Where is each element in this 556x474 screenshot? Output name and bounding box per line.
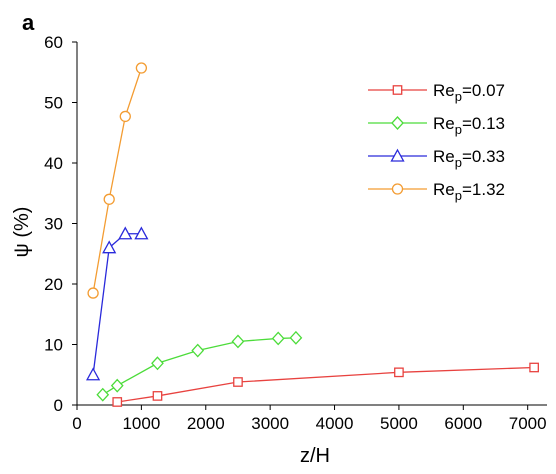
legend-entry-3: Rep=1.32 [368,180,505,203]
legend-entry-2: Rep=0.33 [368,147,505,170]
series-1-point-3 [191,343,205,358]
legend-label-value-2: =0.33 [462,147,505,166]
y-tick-label-2: 20 [44,275,63,294]
series-1-point-0 [96,387,110,402]
series-3-point-1 [103,193,115,205]
series-3 [87,62,148,299]
legend-entry-0: Rep=0.07 [368,81,505,104]
series-2-point-0 [86,367,101,381]
legend-label-base-2: Re [433,147,455,166]
x-tick-label-2: 2000 [187,414,225,433]
legend-label-base-3: Re [433,180,455,199]
x-tick-label-1: 1000 [122,414,160,433]
y-tick-label-3: 30 [44,215,63,234]
series-0-point-1 [152,391,163,401]
x-tick-label-4: 4000 [316,414,354,433]
series-0-point-2 [233,377,243,387]
series-1-point-1 [110,378,124,393]
legend-label-sub-1: p [455,122,462,137]
series-1-point-2 [151,356,164,371]
plot-area [86,62,539,407]
y-tick-label-5: 50 [44,94,63,113]
y-tick-label-6: 60 [44,33,63,52]
y-tick-label-1: 10 [44,336,63,355]
legend-label-1: Rep=0.13 [433,114,505,137]
series-1-point-4 [231,334,245,349]
legend-marker-2 [390,148,405,162]
legend-marker-1 [391,116,404,130]
series-0-line [117,366,535,403]
x-axis-title: z/H [300,445,330,467]
panel-label: a [22,10,35,35]
x-tick-label-0: 0 [72,414,81,433]
x-tick-label-7: 7000 [509,414,547,433]
series-0-point-3 [394,367,404,378]
series-1-point-6 [289,330,303,345]
series-0-point-4 [529,362,539,373]
legend-label-2: Rep=0.33 [433,147,505,170]
series-2-line [92,233,142,375]
series-3-line [92,67,143,294]
series-2-point-1 [102,240,117,254]
legend-entry-1: Rep=0.13 [368,114,505,137]
legend-label-sub-3: p [455,188,462,203]
legend-label-0: Rep=0.07 [433,81,505,104]
legend-label-base-0: Re [433,81,455,100]
axes: 0 1000 2000 3000 4000 5000 6000 7000 0 10 20 30 40 50… [44,33,547,433]
series-2 [86,226,149,381]
legend-marker-3 [391,183,404,195]
legend-label-value-3: =1.32 [462,180,505,199]
series-2-point-3 [134,226,149,240]
legend-label-sub-0: p [455,89,462,104]
series-1-point-5 [271,331,285,346]
legend-label-3: Rep=1.32 [433,180,505,203]
legend-label-sub-2: p [455,155,462,170]
series-3-point-3 [135,62,148,74]
y-axis-title: ψ (%) [11,207,33,258]
x-tick-label-6: 6000 [444,414,482,433]
series-0 [112,362,539,407]
series-1 [96,330,303,402]
y-tick-label-0: 0 [54,396,63,415]
x-tick-label-3: 3000 [251,414,289,433]
legend-marker-0 [392,85,403,95]
y-tick-label-4: 40 [44,154,63,173]
legend-label-value-1: =0.13 [462,114,505,133]
series-2-point-2 [118,226,133,240]
series-3-point-2 [119,110,131,123]
legend-label-base-1: Re [433,114,455,133]
series-3-point-0 [87,287,99,299]
legend-label-value-0: =0.07 [462,81,505,100]
x-tick-label-5: 5000 [380,414,418,433]
series-0-point-0 [112,397,123,407]
